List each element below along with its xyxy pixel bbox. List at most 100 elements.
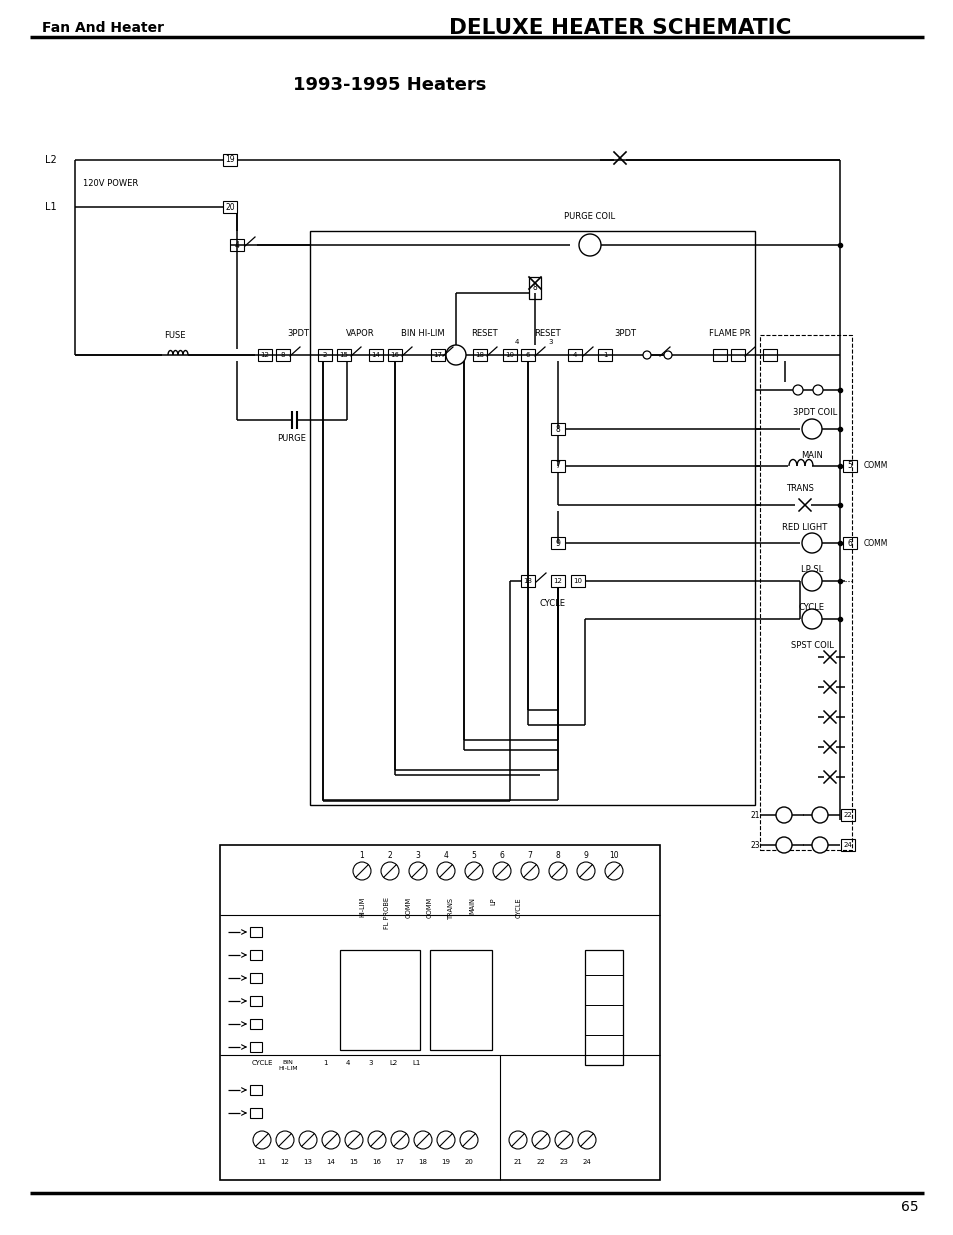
Text: L2: L2: [390, 1060, 397, 1066]
Bar: [250, 973, 262, 983]
Text: 11: 11: [257, 1158, 266, 1165]
Text: CYCLE: CYCLE: [539, 599, 565, 608]
Text: 12: 12: [280, 1158, 289, 1165]
Text: HI-LIM: HI-LIM: [358, 897, 365, 918]
Text: 20: 20: [464, 1158, 473, 1165]
Circle shape: [801, 534, 821, 553]
Bar: [571, 576, 584, 587]
Text: COMM: COMM: [406, 897, 412, 918]
Text: 4: 4: [443, 851, 448, 860]
Bar: [551, 537, 564, 550]
Text: 8: 8: [532, 283, 537, 291]
Bar: [339, 950, 419, 1050]
Text: CYCLE: CYCLE: [516, 897, 521, 918]
Text: 1: 1: [602, 352, 607, 358]
Circle shape: [520, 862, 538, 881]
Text: 15: 15: [339, 352, 348, 358]
Text: 24: 24: [842, 842, 851, 848]
Text: 1: 1: [322, 1060, 327, 1066]
Text: 14: 14: [326, 1158, 335, 1165]
Circle shape: [663, 351, 671, 359]
Text: COMM: COMM: [427, 897, 433, 918]
Text: 3: 3: [416, 851, 420, 860]
Text: CYCLE: CYCLE: [251, 1060, 273, 1066]
Text: FL PROBE: FL PROBE: [384, 897, 390, 929]
Circle shape: [298, 1131, 316, 1149]
Bar: [551, 576, 564, 587]
Bar: [520, 576, 535, 587]
Text: 6: 6: [525, 352, 530, 358]
Text: 3: 3: [548, 338, 553, 345]
Text: TRANS: TRANS: [785, 484, 813, 493]
Text: CYCLE: CYCLE: [799, 603, 824, 613]
Circle shape: [493, 862, 511, 881]
Bar: [712, 350, 726, 361]
Text: COMM: COMM: [863, 462, 887, 471]
Text: BIN HI-LIM: BIN HI-LIM: [401, 329, 444, 337]
Circle shape: [811, 806, 827, 823]
Text: MAIN: MAIN: [469, 897, 475, 914]
Text: RESET: RESET: [470, 329, 497, 337]
Bar: [842, 537, 856, 550]
Text: 7: 7: [527, 851, 532, 860]
Circle shape: [391, 1131, 409, 1149]
Text: 21: 21: [750, 810, 760, 820]
Circle shape: [253, 1131, 271, 1149]
Text: 12: 12: [553, 578, 562, 584]
Bar: [430, 950, 492, 1050]
Text: 22: 22: [536, 1158, 545, 1165]
Bar: [762, 350, 776, 361]
Bar: [250, 927, 262, 937]
Circle shape: [578, 1131, 596, 1149]
Bar: [220, 845, 659, 1179]
Bar: [584, 950, 622, 1065]
Circle shape: [436, 1131, 455, 1149]
Text: 10: 10: [505, 352, 514, 358]
Text: Fan And Heater: Fan And Heater: [42, 21, 164, 35]
Text: 17: 17: [433, 352, 442, 358]
Text: 16: 16: [372, 1158, 381, 1165]
Text: 10: 10: [573, 578, 582, 584]
Bar: [529, 277, 540, 299]
Bar: [250, 1108, 262, 1118]
Circle shape: [368, 1131, 386, 1149]
Text: 9: 9: [555, 538, 559, 547]
Text: 3PDT: 3PDT: [614, 329, 636, 337]
Text: 4: 4: [345, 1060, 350, 1066]
Text: BIN
HI-LIM: BIN HI-LIM: [278, 1060, 297, 1071]
Circle shape: [548, 862, 566, 881]
Bar: [841, 839, 854, 851]
Text: 17: 17: [395, 1158, 404, 1165]
Bar: [250, 1019, 262, 1029]
Circle shape: [792, 385, 802, 395]
Circle shape: [436, 862, 455, 881]
Circle shape: [464, 862, 482, 881]
Circle shape: [459, 1131, 477, 1149]
Text: 9: 9: [583, 851, 588, 860]
Circle shape: [275, 1131, 294, 1149]
Circle shape: [555, 1131, 573, 1149]
Text: 8: 8: [555, 851, 559, 860]
Text: 24: 24: [582, 1158, 591, 1165]
Bar: [336, 350, 351, 361]
Text: 18: 18: [418, 1158, 427, 1165]
Text: 8: 8: [280, 352, 285, 358]
Bar: [275, 350, 290, 361]
Text: 8: 8: [555, 425, 559, 433]
Circle shape: [509, 1131, 526, 1149]
Circle shape: [642, 351, 650, 359]
Circle shape: [775, 806, 791, 823]
Bar: [502, 350, 517, 361]
Text: L2: L2: [45, 156, 57, 165]
Text: 15: 15: [349, 1158, 358, 1165]
Circle shape: [532, 1131, 550, 1149]
Text: PURGE: PURGE: [277, 433, 306, 443]
Circle shape: [801, 609, 821, 629]
Text: 18: 18: [475, 352, 484, 358]
Text: 13: 13: [523, 578, 532, 584]
Circle shape: [446, 345, 465, 366]
Text: 23: 23: [750, 841, 760, 850]
Text: COMM: COMM: [863, 538, 887, 547]
Text: MAIN: MAIN: [801, 451, 822, 459]
Text: FLAME PR: FLAME PR: [708, 329, 750, 337]
